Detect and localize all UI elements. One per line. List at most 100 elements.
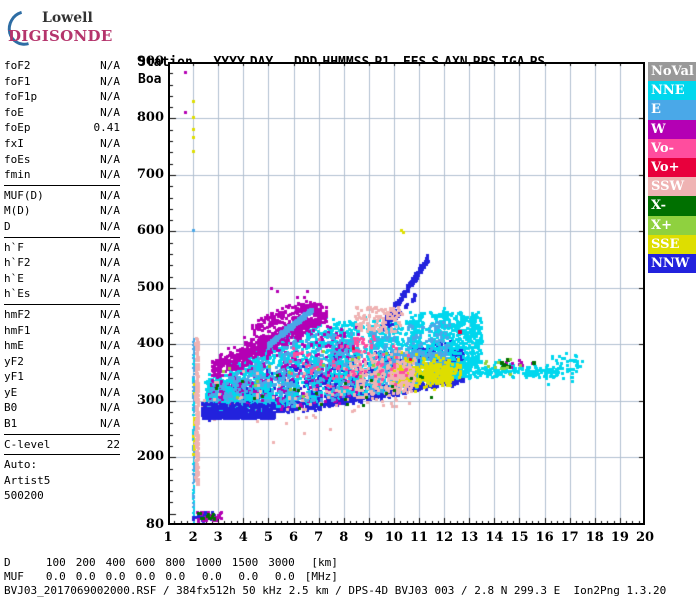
footer-muf-4: 0.0 — [165, 570, 186, 583]
x-axis-tick-labels: 1 2 3 4 5 6 7 8 9 10 11 12 13 14 15 16 17 18 19 20 — [163, 530, 654, 548]
footer-muf-5: 0.0 — [201, 570, 222, 583]
footer-distance-1: 200 — [75, 556, 96, 569]
legend-item-noval[interactable]: NoVal — [648, 62, 696, 82]
legend-item-e[interactable]: E — [648, 100, 696, 120]
ionogram-plot-area[interactable] — [168, 62, 645, 525]
x-tick-2: 2 — [188, 530, 198, 545]
param-value-yf1: N/A — [100, 370, 120, 384]
legend-item-x[interactable]: X+ — [648, 215, 696, 235]
legend-item-ssw[interactable]: SSW — [648, 177, 696, 197]
legend-item-vo[interactable]: Vo+ — [648, 157, 696, 178]
param-key-yf2: yF2 — [4, 354, 24, 368]
legend-item-w[interactable]: W — [648, 119, 696, 139]
param-value-hf2: N/A — [100, 256, 120, 270]
footer-muf-table: D 100 200 400 600 800 1000 1500 3000 [km] MUF 0.0 0… — [4, 556, 344, 584]
param-row: foF1p N/A — [4, 89, 120, 105]
footer-distance-4: 800 — [165, 556, 186, 569]
param-row: B1 N/A — [4, 416, 120, 432]
param-value-hme: N/A — [100, 339, 120, 353]
x-tick-9: 9 — [364, 530, 374, 545]
param-row: M(D) N/A — [4, 203, 120, 219]
footer-muf-3: 0.0 — [135, 570, 156, 583]
footer-muf-0: 0.0 — [45, 570, 66, 583]
param-key-b0: B0 — [4, 401, 18, 415]
param-group-profile: hmF2 N/A hmF1 N/A hmE N/A yF2 N/A yF1 N/A yE N/A B0 N… — [4, 307, 120, 432]
auto-code: 500200 — [4, 489, 44, 503]
legend-item-vo[interactable]: Vo- — [648, 138, 696, 158]
param-row: yF2 N/A — [4, 354, 120, 370]
x-tick-4: 4 — [238, 530, 248, 545]
param-value-foep: 0.41 — [93, 121, 121, 135]
footer-muf-row: MUF 0.0 0.0 0.0 0.0 0.0 0.0 0.0 0.0 [MHz] — [4, 570, 344, 584]
param-row: foF1 N/A — [4, 74, 120, 90]
legend-item-x[interactable]: X- — [648, 196, 696, 216]
footer-distance-6: 1500 — [231, 556, 259, 569]
y-tick-800: 800 — [136, 110, 164, 126]
footer-distance-5: 1000 — [195, 556, 222, 569]
param-key-foe: foE — [4, 105, 24, 119]
legend-item-nnw[interactable]: NNW — [648, 253, 696, 274]
param-key-foes: foEs — [4, 152, 31, 166]
x-tick-5: 5 — [263, 530, 273, 545]
y-tick-200: 200 — [136, 449, 164, 465]
y-tick-900: 900 — [136, 54, 164, 69]
footer-distance-7: 3000 — [268, 556, 295, 569]
legend-item-sse[interactable]: SSE — [648, 234, 696, 254]
param-value-fmin: N/A — [100, 168, 120, 182]
footer-muf-6: 0.0 — [238, 570, 259, 583]
param-value-foe: N/A — [100, 105, 120, 119]
param-value-b0: N/A — [100, 401, 120, 415]
param-row: hmE N/A — [4, 338, 120, 354]
param-value-ye: N/A — [100, 385, 120, 399]
param-key-fmin: fmin — [4, 168, 31, 182]
param-divider — [4, 184, 120, 186]
param-row: h`F N/A — [4, 240, 120, 256]
param-key-hme: hmE — [4, 339, 24, 353]
footer-d-unit: [km] — [311, 556, 338, 569]
footer-muf-2: 0.0 — [105, 570, 126, 583]
param-key-mufd: MUF(D) — [4, 188, 44, 202]
param-key-ye: yE — [4, 385, 18, 399]
auto-name: Artist5 — [4, 473, 51, 487]
param-row: C-level 22 — [4, 437, 120, 453]
footer-distance-row: D 100 200 400 600 800 1000 1500 3000 [km] — [4, 556, 344, 570]
footer-distance-0: 100 — [45, 556, 66, 569]
param-value-hf: N/A — [100, 240, 120, 254]
param-value-fof1: N/A — [100, 74, 120, 88]
param-key-hmf1: hmF1 — [4, 323, 31, 337]
x-tick-8: 8 — [339, 530, 349, 545]
param-key-hf2: h`F2 — [4, 256, 31, 270]
param-row: D N/A — [4, 219, 120, 235]
param-row: foEp 0.41 — [4, 120, 120, 136]
param-key-fof1: foF1 — [4, 74, 31, 88]
param-row: B0 N/A — [4, 400, 120, 416]
logo-lowell-text: Lowell — [42, 10, 93, 26]
param-row: fxI N/A — [4, 136, 120, 152]
param-row: hmF1 N/A — [4, 323, 120, 339]
param-row: h`F2 N/A — [4, 255, 120, 271]
legend-item-nne[interactable]: NNE — [648, 81, 696, 101]
plot-axis-bottom — [168, 523, 645, 525]
param-key-md: M(D) — [4, 204, 31, 218]
ionogram-scatter-canvas[interactable] — [168, 62, 645, 525]
param-row: fmin N/A — [4, 167, 120, 183]
param-divider — [4, 433, 120, 435]
x-tick-12: 12 — [435, 530, 454, 545]
param-row: foE N/A — [4, 105, 120, 121]
param-key-fof2: foF2 — [4, 59, 31, 72]
param-value-d: N/A — [100, 219, 120, 233]
x-tick-14: 14 — [485, 530, 504, 545]
y-tick-500: 500 — [136, 279, 164, 295]
param-value-fxi: N/A — [100, 136, 120, 150]
param-row: h`Es N/A — [4, 286, 120, 302]
footer-muf-7: 0.0 — [274, 570, 295, 583]
echo-direction-legend: NoVal NNE E W Vo- Vo+ SSW X- X+ SSE NNW — [648, 62, 696, 274]
param-value-clevel: 22 — [106, 437, 120, 451]
param-value-hes: N/A — [100, 287, 120, 301]
param-key-fof1p: foF1p — [4, 90, 38, 104]
x-tick-15: 15 — [510, 530, 529, 545]
y-tick-300: 300 — [136, 392, 164, 408]
y-tick-400: 400 — [136, 336, 164, 352]
param-group-virtual-heights: h`F N/A h`F2 N/A h`E N/A h`Es N/A — [4, 240, 120, 302]
param-divider — [4, 454, 120, 456]
